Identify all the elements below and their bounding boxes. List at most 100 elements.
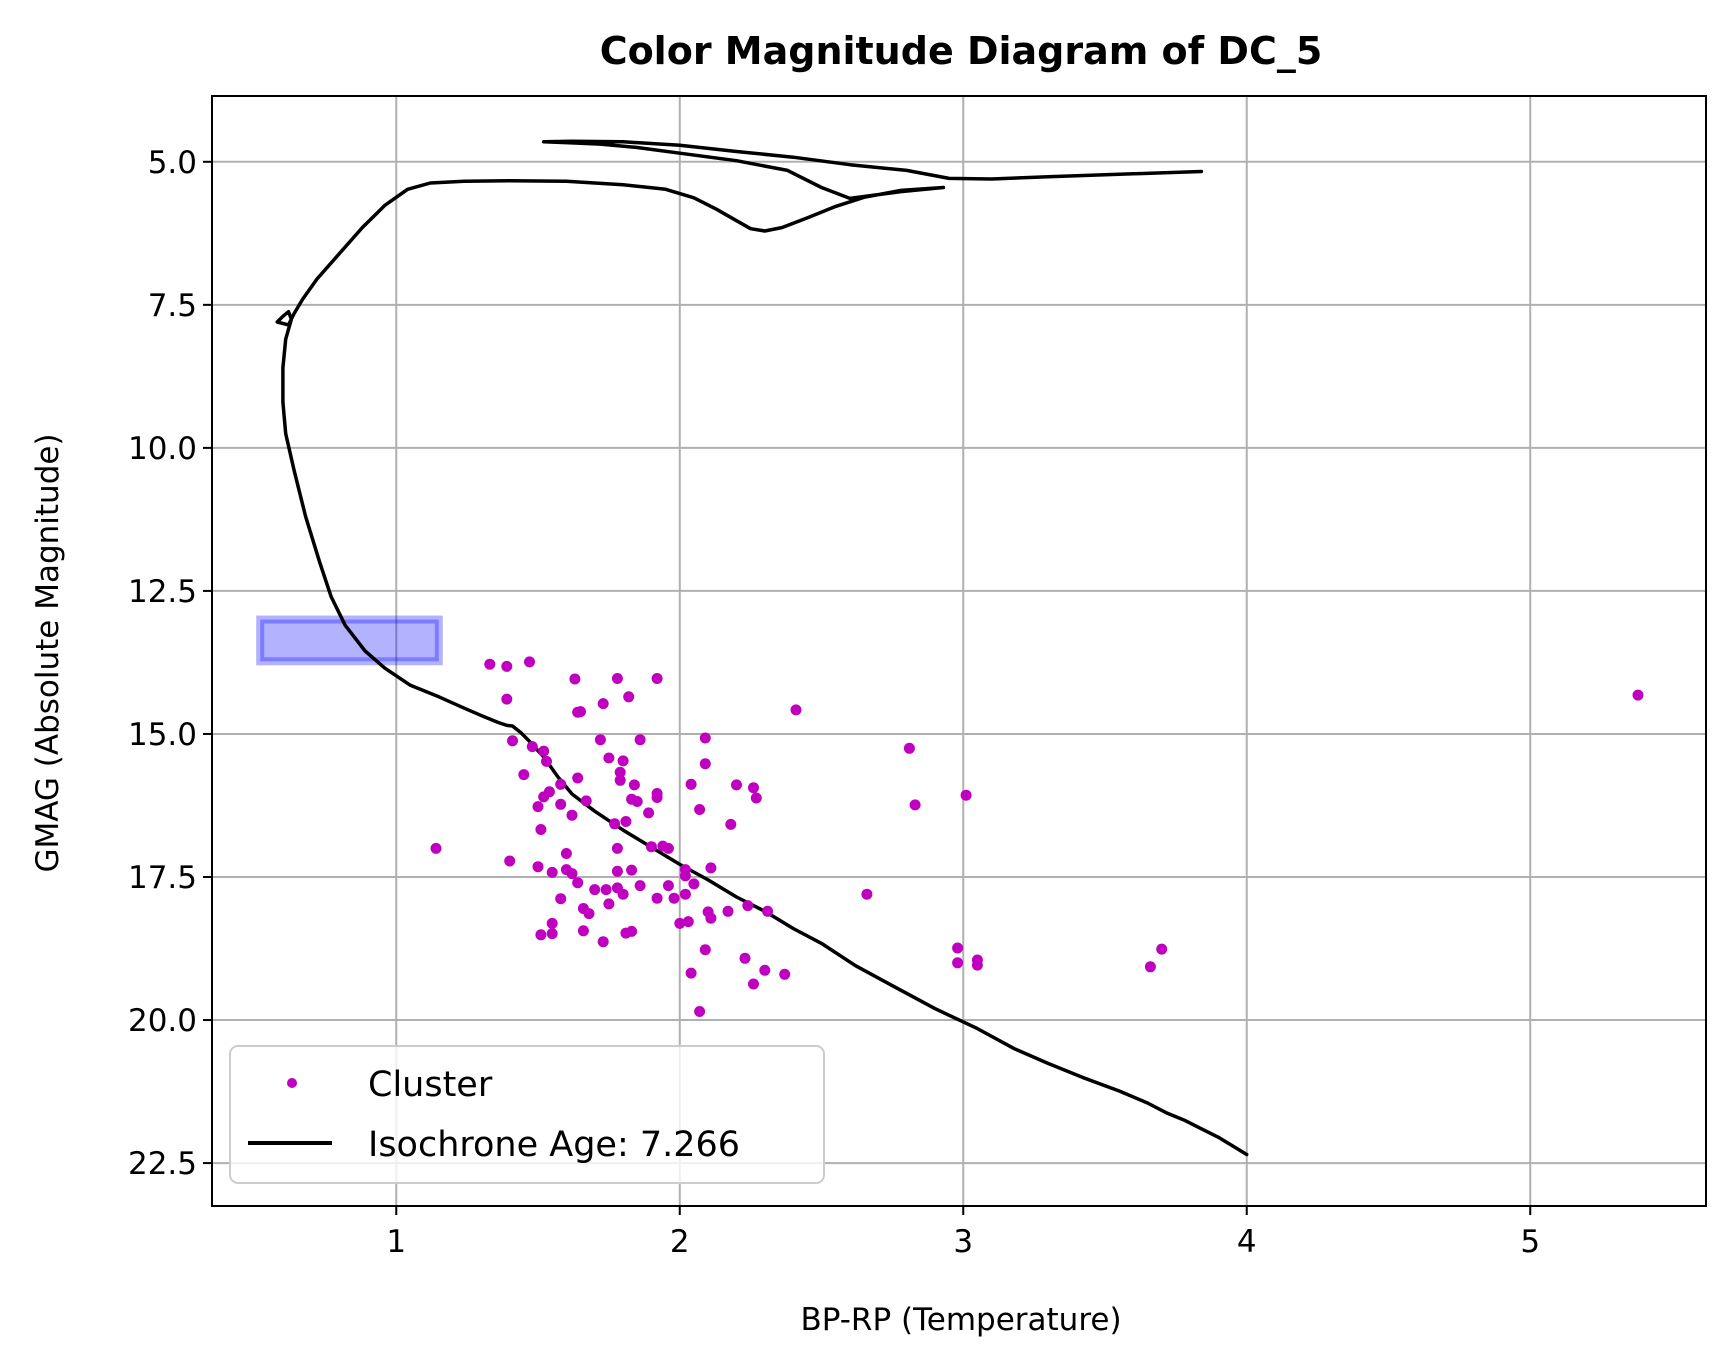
cluster-point — [674, 917, 686, 929]
legend-box — [229, 1045, 825, 1184]
y-tick-label: 15.0 — [128, 717, 197, 753]
cluster-point — [679, 870, 691, 882]
cluster-point — [611, 865, 623, 877]
cluster-point — [748, 978, 759, 990]
cluster-point — [555, 893, 567, 905]
cluster-point — [861, 888, 873, 900]
cluster-point — [679, 888, 691, 900]
cluster-point — [699, 732, 711, 744]
cluster-point — [705, 862, 717, 874]
cluster-point — [589, 884, 601, 896]
cluster-point — [643, 807, 655, 819]
highlight-box — [256, 615, 443, 666]
cluster-point — [662, 880, 674, 892]
cluster-points — [430, 656, 1644, 1017]
cluster-point — [722, 905, 734, 917]
cluster-point — [566, 809, 578, 821]
cluster-point — [569, 673, 581, 685]
isochrone-layer — [275, 139, 1249, 1157]
cluster-point — [688, 878, 700, 890]
x-tick-label: 4 — [1237, 1224, 1257, 1260]
cluster-point — [504, 855, 516, 867]
legend: Cluster Isochrone Age: 7.266 — [229, 1045, 825, 1184]
cluster-point — [748, 782, 759, 794]
cluster-point — [645, 841, 657, 853]
cluster-point — [694, 1006, 706, 1017]
cluster-point — [725, 818, 737, 830]
y-tick-label: 20.0 — [128, 1003, 197, 1039]
cluster-point — [572, 877, 584, 889]
cluster-point — [620, 816, 632, 827]
cluster-point — [555, 778, 567, 790]
cluster-point — [600, 884, 612, 896]
x-tick-label: 5 — [1520, 1224, 1540, 1260]
cluster-point — [952, 942, 964, 954]
cluster-point — [682, 916, 694, 928]
cluster-point — [611, 673, 623, 684]
cluster-point — [617, 888, 629, 900]
cluster-point — [651, 673, 663, 684]
cluster-point — [597, 698, 609, 710]
cluster-point — [694, 804, 706, 815]
cluster-point — [538, 791, 550, 803]
cluster-point — [1632, 689, 1644, 701]
cluster-point — [628, 779, 640, 791]
cluster-point — [546, 866, 558, 878]
cluster-point — [614, 774, 626, 786]
y-tick-label: 12.5 — [128, 574, 197, 610]
cluster-point — [685, 967, 697, 979]
cluster-point — [532, 861, 544, 873]
cluster-point — [790, 704, 802, 716]
cluster-point — [903, 742, 915, 754]
cluster-point — [699, 944, 711, 956]
cluster-point — [668, 892, 680, 904]
cluster-point — [603, 752, 615, 764]
cluster-point — [546, 917, 558, 929]
cluster-point — [759, 964, 771, 976]
cluster-point — [532, 801, 544, 813]
cluster-point — [597, 936, 609, 948]
highlight-region — [256, 615, 443, 666]
cluster-point — [507, 735, 518, 747]
cluster-point — [518, 769, 530, 781]
x-axis-ticks: 1 2 3 4 5 — [386, 1206, 1540, 1260]
x-tick-label: 3 — [953, 1224, 973, 1260]
cluster-point — [971, 959, 983, 971]
cluster-point — [577, 925, 589, 937]
cluster-point — [634, 734, 646, 746]
y-tick-label: 17.5 — [128, 860, 197, 896]
cluster-point — [583, 908, 595, 920]
isochrone-line — [275, 139, 1249, 1157]
legend-label-cluster: Cluster — [368, 1065, 493, 1105]
cluster-point — [526, 741, 538, 753]
plot-frame — [211, 95, 1707, 1207]
cluster-point — [685, 778, 697, 790]
cluster-point — [560, 848, 572, 859]
cluster-point — [909, 799, 921, 811]
cluster-point — [538, 745, 550, 757]
cluster-point — [501, 693, 513, 705]
y-axis-label: GMAG (Absolute Magnitude) — [30, 433, 66, 872]
cluster-point — [623, 691, 635, 703]
cluster-point — [1144, 961, 1156, 973]
cluster-point — [699, 758, 711, 770]
x-axis-label: BP-RP (Temperature) — [800, 1302, 1121, 1338]
cluster-point — [535, 929, 547, 941]
cluster-point — [651, 892, 663, 904]
cluster-point — [617, 755, 629, 767]
cluster-point — [651, 792, 663, 803]
y-tick-label: 10.0 — [128, 431, 197, 467]
cluster-point — [739, 952, 751, 964]
cluster-point — [430, 842, 442, 854]
cluster-point — [779, 968, 791, 980]
y-tick-label: 7.5 — [148, 288, 197, 324]
cluster-point — [731, 779, 742, 791]
cluster-point — [535, 824, 547, 835]
cluster-point — [524, 656, 535, 668]
y-tick-label: 5.0 — [148, 145, 197, 181]
cluster-point — [1156, 943, 1168, 955]
cluster-point — [609, 818, 621, 830]
cluster-point — [541, 755, 552, 767]
cluster-point — [603, 898, 615, 910]
